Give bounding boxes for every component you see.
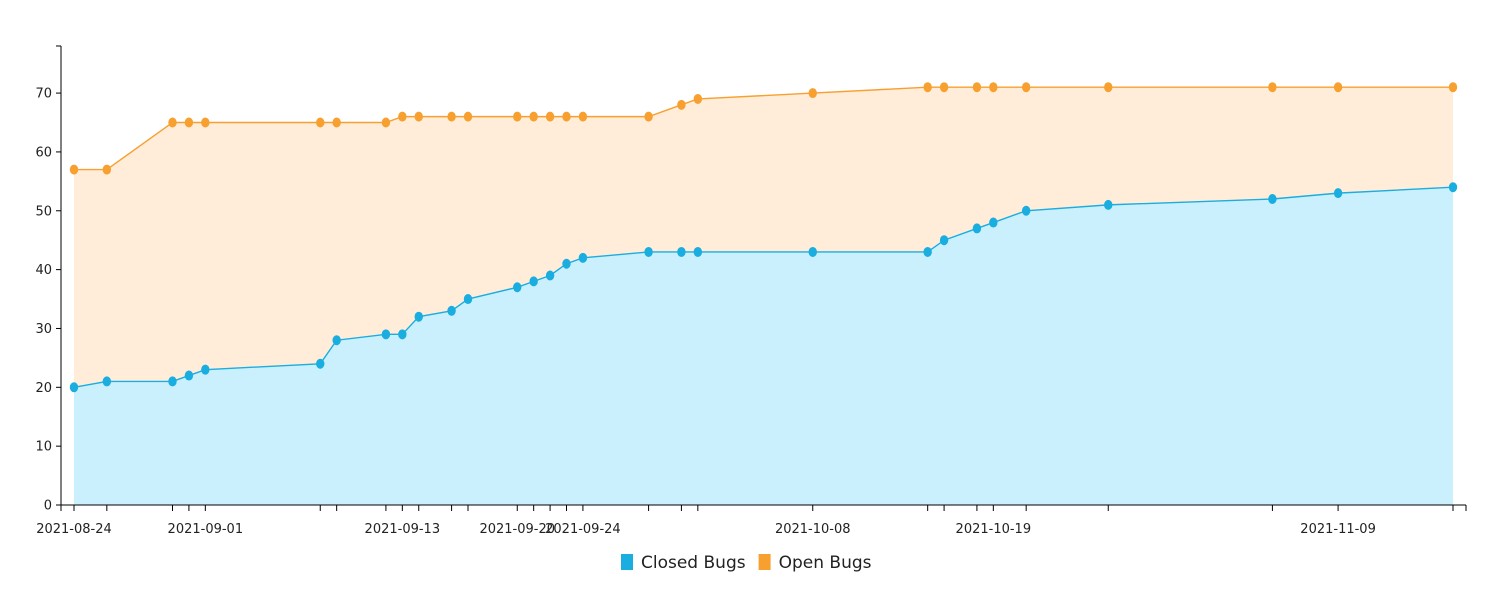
open-bugs-point[interactable]: [545, 111, 555, 122]
open-bugs-point[interactable]: [677, 99, 686, 110]
area-layer: [74, 87, 1453, 505]
open-bugs-point[interactable]: [447, 111, 456, 122]
x-tick-label: 2021-09-20: [479, 522, 555, 537]
open-bugs-point[interactable]: [69, 164, 79, 175]
closed-bugs-point[interactable]: [1021, 205, 1031, 216]
closed-bugs-point[interactable]: [414, 311, 423, 322]
closed-bugs-point[interactable]: [808, 246, 817, 257]
closed-bugs-point[interactable]: [989, 217, 998, 228]
legend-swatch-open[interactable]: [758, 554, 771, 570]
x-tick-label: 2021-08-24: [36, 522, 112, 537]
open-bugs-point[interactable]: [693, 93, 703, 104]
open-bugs-point[interactable]: [168, 117, 177, 128]
closed-bugs-point[interactable]: [562, 258, 571, 269]
closed-bugs-point[interactable]: [332, 335, 341, 346]
closed-bugs-point[interactable]: [972, 223, 982, 234]
open-bugs-point[interactable]: [972, 82, 982, 93]
point-layer: [69, 82, 1458, 393]
x-tick-label: 2021-09-01: [168, 522, 244, 537]
closed-bugs-point[interactable]: [201, 364, 210, 375]
legend-swatch-closed[interactable]: [621, 554, 633, 570]
closed-bugs-point[interactable]: [102, 376, 112, 387]
open-bugs-point[interactable]: [578, 111, 588, 122]
x-tick-label: 2021-09-24: [545, 522, 621, 537]
open-bugs-point[interactable]: [184, 117, 194, 128]
closed-bugs-point[interactable]: [529, 276, 538, 287]
open-bugs-point[interactable]: [316, 117, 325, 128]
open-bugs-point[interactable]: [1021, 82, 1031, 93]
open-bugs-point[interactable]: [1268, 82, 1277, 93]
x-tick-label: 2021-10-19: [956, 522, 1032, 537]
closed-bugs-point[interactable]: [184, 370, 194, 381]
x-tick-label: 2021-09-13: [365, 522, 441, 537]
closed-bugs-point[interactable]: [463, 294, 473, 305]
closed-bugs-point[interactable]: [381, 329, 391, 340]
open-bugs-point[interactable]: [644, 111, 653, 122]
y-axis: 0 10 20 30 40 50 60 70: [35, 45, 62, 514]
x-tick-label: 2021-10-08: [775, 522, 851, 537]
open-bugs-point[interactable]: [529, 111, 538, 122]
open-bugs-point[interactable]: [808, 88, 817, 99]
y-tick-label: 40: [35, 263, 52, 278]
open-bugs-line: [74, 86, 1453, 171]
open-bugs-point[interactable]: [414, 111, 423, 122]
closed-bugs-point[interactable]: [693, 246, 703, 257]
closed-bugs-point[interactable]: [513, 282, 522, 293]
x-axis: 2021-08-24 2021-09-01 2021-09-13 2021-09-20…: [36, 504, 1467, 537]
y-tick-label: 20: [35, 381, 52, 396]
open-bugs-point[interactable]: [939, 82, 949, 93]
open-bugs-point[interactable]: [381, 117, 391, 128]
open-bugs-point[interactable]: [201, 117, 210, 128]
line-layer: [73, 86, 1454, 388]
open-bugs-point[interactable]: [562, 111, 571, 122]
open-bugs-point[interactable]: [102, 164, 112, 175]
legend-label-closed[interactable]: Closed Bugs: [641, 553, 746, 573]
closed-bugs-point[interactable]: [1104, 199, 1113, 210]
y-tick-label: 0: [44, 499, 52, 514]
open-bugs-point[interactable]: [332, 117, 341, 128]
y-tick-label: 60: [35, 145, 52, 160]
open-bugs-point[interactable]: [923, 82, 932, 93]
closed-bugs-point[interactable]: [447, 305, 456, 316]
x-tick-label: 2021-11-09: [1300, 522, 1376, 537]
open-bugs-point[interactable]: [398, 111, 407, 122]
legend-label-open[interactable]: Open Bugs: [779, 553, 872, 573]
open-bugs-point[interactable]: [1333, 82, 1343, 93]
open-bugs-point[interactable]: [989, 82, 998, 93]
closed-bugs-point[interactable]: [168, 376, 177, 387]
open-bugs-point[interactable]: [1104, 82, 1113, 93]
y-tick-label: 10: [35, 440, 52, 455]
legend: Closed Bugs Open Bugs: [621, 553, 872, 573]
closed-bugs-point[interactable]: [644, 246, 653, 257]
closed-bugs-point[interactable]: [1333, 188, 1343, 199]
closed-bugs-point[interactable]: [677, 246, 686, 257]
closed-bugs-point[interactable]: [545, 270, 555, 281]
closed-bugs-point[interactable]: [923, 246, 932, 257]
y-tick-label: 70: [35, 87, 52, 102]
closed-bugs-point[interactable]: [316, 358, 325, 369]
closed-bugs-point[interactable]: [398, 329, 407, 340]
open-bugs-point[interactable]: [513, 111, 522, 122]
closed-bugs-point[interactable]: [1268, 194, 1277, 204]
closed-bugs-area: [74, 187, 1453, 505]
closed-bugs-line: [73, 186, 1454, 388]
y-tick-label: 50: [35, 204, 52, 219]
closed-bugs-point[interactable]: [578, 252, 588, 263]
open-bugs-point[interactable]: [1448, 82, 1458, 93]
closed-bugs-point[interactable]: [939, 235, 949, 246]
y-tick-label: 30: [35, 322, 52, 337]
closed-bugs-point[interactable]: [69, 382, 79, 393]
closed-bugs-point[interactable]: [1448, 182, 1458, 193]
open-bugs-point[interactable]: [463, 111, 473, 122]
